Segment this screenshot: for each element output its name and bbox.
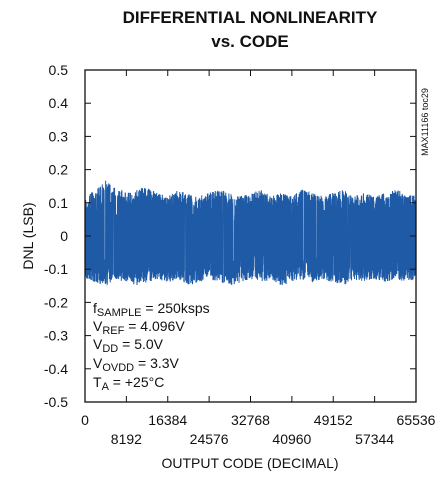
x-tick-labels-row1: 0 16384 32768 49152 65536 (81, 412, 436, 428)
part-number-label: MAX11166 toc29 (420, 88, 430, 156)
y-tick-label: -0.2 (44, 294, 68, 310)
y-tick-marks (85, 69, 416, 403)
dnl-noise-band (84, 180, 417, 286)
condition-vdd: VDD = 5.0V (93, 336, 164, 355)
dnl-series-line (84, 180, 417, 286)
condition-temperature: TA = +25°C (93, 374, 164, 393)
x-tick-label: 65536 (397, 412, 436, 428)
y-tick-label: 0.5 (49, 62, 69, 78)
y-tick-label: 0.2 (49, 162, 69, 178)
x-tick-label: 32768 (231, 412, 270, 428)
x-tick-label: 49152 (314, 412, 353, 428)
y-axis-label: DNL (LSB) (20, 202, 36, 269)
condition-sample-rate: fSAMPLE = 250ksps (93, 300, 210, 319)
y-tick-labels: 0.5 0.4 0.3 0.2 0.1 0 -0.1 -0.2 -0.3 -0.… (44, 62, 68, 410)
x-tick-label: 24576 (190, 431, 229, 447)
x-tick-label: 8192 (111, 431, 142, 447)
x-tick-marks (84, 70, 417, 402)
y-tick-label: 0.4 (49, 95, 69, 111)
y-tick-label: -0.3 (44, 328, 68, 344)
x-tick-label: 57344 (355, 431, 394, 447)
x-tick-labels-row2: 8192 24576 40960 57344 (111, 431, 395, 447)
condition-vref: VREF = 4.096V (93, 318, 185, 337)
x-tick-label: 0 (81, 412, 89, 428)
x-axis-label: OUTPUT CODE (DECIMAL) (161, 455, 338, 471)
test-conditions: fSAMPLE = 250ksps VREF = 4.096V VDD = 5.… (93, 300, 210, 393)
y-tick-label: -0.1 (44, 261, 68, 277)
chart-title-line-1: DIFFERENTIAL NONLINEARITY (123, 8, 378, 27)
x-tick-label: 16384 (148, 412, 187, 428)
x-tick-label: 40960 (272, 431, 311, 447)
chart-title-line-2: vs. CODE (211, 32, 288, 51)
y-tick-label: -0.4 (44, 361, 68, 377)
condition-vovdd: VOVDD = 3.3V (93, 355, 180, 374)
y-tick-label: 0.3 (49, 128, 69, 144)
y-tick-label: -0.5 (44, 394, 68, 410)
y-tick-label: 0.1 (49, 195, 69, 211)
y-tick-label: 0 (60, 228, 68, 244)
